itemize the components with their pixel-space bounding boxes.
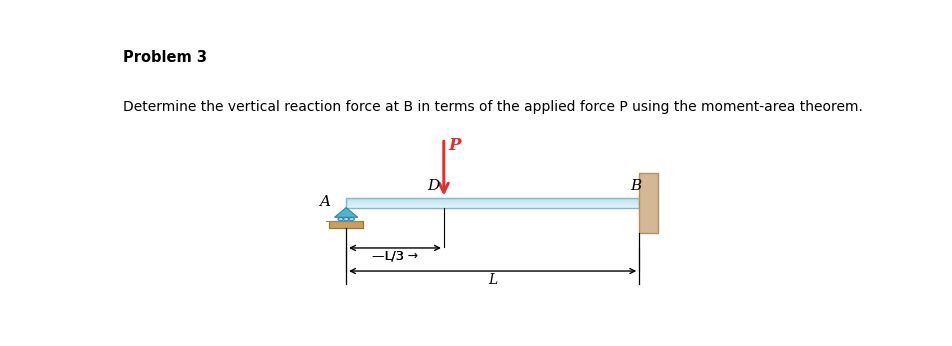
- Text: A: A: [319, 195, 330, 209]
- Bar: [347, 198, 639, 208]
- Text: P: P: [448, 137, 462, 154]
- Text: B: B: [630, 179, 642, 193]
- Circle shape: [344, 218, 348, 221]
- Polygon shape: [334, 208, 358, 217]
- Bar: [328, 221, 364, 228]
- Text: Problem 3: Problem 3: [123, 49, 207, 64]
- Text: —L/3 →: —L/3 →: [372, 250, 418, 263]
- Circle shape: [338, 218, 344, 221]
- Text: Determine the vertical reaction force at B in terms of the applied force P using: Determine the vertical reaction force at…: [123, 100, 863, 114]
- Text: L: L: [488, 273, 497, 287]
- Text: D: D: [426, 179, 439, 193]
- Bar: [639, 173, 658, 233]
- Circle shape: [348, 218, 354, 221]
- Text: L/3: L/3: [385, 250, 406, 263]
